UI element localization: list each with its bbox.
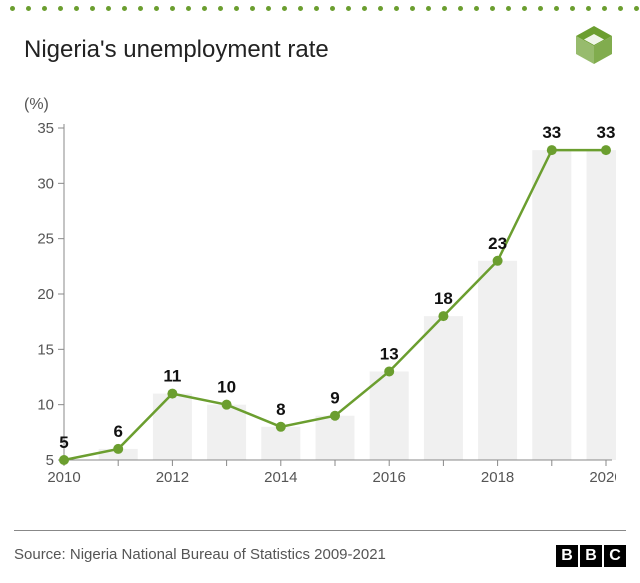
bbc-block: B bbox=[580, 545, 602, 567]
svg-text:11: 11 bbox=[163, 367, 181, 386]
svg-text:2012: 2012 bbox=[156, 469, 189, 486]
svg-text:10: 10 bbox=[217, 378, 236, 397]
svg-text:23: 23 bbox=[488, 234, 507, 253]
footer-divider bbox=[14, 530, 626, 531]
svg-text:10: 10 bbox=[37, 397, 54, 414]
svg-text:2014: 2014 bbox=[264, 469, 297, 486]
svg-text:33: 33 bbox=[597, 123, 616, 142]
svg-text:2018: 2018 bbox=[481, 469, 514, 486]
svg-text:25: 25 bbox=[37, 231, 54, 248]
bbc-blocks-icon: BBC bbox=[554, 545, 626, 567]
svg-text:8: 8 bbox=[276, 400, 285, 419]
bbc-block: B bbox=[556, 545, 578, 567]
chart-title: Nigeria's unemployment rate bbox=[24, 36, 329, 64]
svg-text:5: 5 bbox=[46, 452, 54, 469]
svg-text:33: 33 bbox=[542, 123, 561, 142]
decorative-dots-row bbox=[0, 6, 640, 16]
y-axis-unit-label: (%) bbox=[24, 96, 49, 114]
svg-text:9: 9 bbox=[330, 389, 339, 408]
svg-text:15: 15 bbox=[37, 341, 54, 358]
svg-text:2020: 2020 bbox=[589, 469, 616, 486]
svg-text:18: 18 bbox=[434, 289, 453, 308]
svg-text:2016: 2016 bbox=[373, 469, 406, 486]
brand-logo-icon bbox=[572, 24, 616, 68]
svg-text:13: 13 bbox=[380, 344, 399, 363]
svg-text:35: 35 bbox=[37, 120, 54, 137]
svg-text:5: 5 bbox=[59, 433, 68, 452]
bbc-block: C bbox=[604, 545, 626, 567]
svg-text:30: 30 bbox=[37, 175, 54, 192]
svg-text:6: 6 bbox=[113, 422, 122, 441]
chart-card: Nigeria's unemployment rate (%) 51015202… bbox=[0, 0, 640, 583]
svg-text:2010: 2010 bbox=[47, 469, 80, 486]
source-attribution: Source: Nigeria National Bureau of Stati… bbox=[14, 546, 386, 563]
line-chart: 5 10 15 20 25 30 35 2010 2012 2014 2016 2018 2020 5 6 1… bbox=[24, 120, 616, 492]
svg-text:20: 20 bbox=[37, 286, 54, 303]
chart-svg: 5 10 15 20 25 30 35 2010 2012 2014 2016 2018 2020 5 6 1… bbox=[24, 120, 616, 492]
